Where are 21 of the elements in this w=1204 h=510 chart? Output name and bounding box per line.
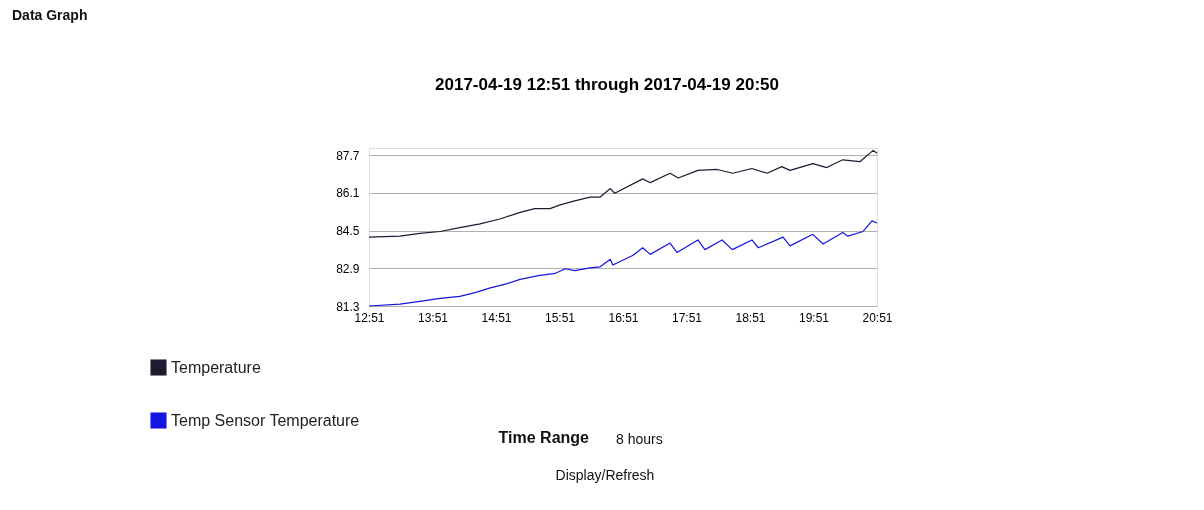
x-tick-label: 16:51 <box>608 310 639 325</box>
x-tick-label: 20:51 <box>862 310 893 325</box>
line-series <box>368 220 878 307</box>
chart-title: 2017-04-19 12:51 through 2017-04-19 20:50 <box>435 75 779 94</box>
text: 8 hours <box>616 431 663 447</box>
y-tick-label: 86.1 <box>336 186 360 201</box>
line-series <box>368 149 878 238</box>
x-tick-label: 18:51 <box>735 310 766 325</box>
x-tick-label: 14:51 <box>481 310 512 325</box>
x-tick-label: 13:51 <box>417 310 449 325</box>
x-tick-label: 15:51 <box>544 310 576 325</box>
x-tick-label: 17:51 <box>671 310 703 325</box>
legend-label: Temperature <box>171 358 261 376</box>
text: Time Range <box>498 429 590 446</box>
y-tick-label: 82.9 <box>336 261 360 276</box>
text: Display/Refresh <box>555 467 655 483</box>
y-tick-label: 84.5 <box>336 224 360 239</box>
x-tick-label: 19:51 <box>798 310 830 325</box>
y-tick-label: 87.7 <box>336 148 360 163</box>
legend-label: Temp Sensor Temperature <box>171 411 360 429</box>
text: Data Graph <box>12 7 88 23</box>
